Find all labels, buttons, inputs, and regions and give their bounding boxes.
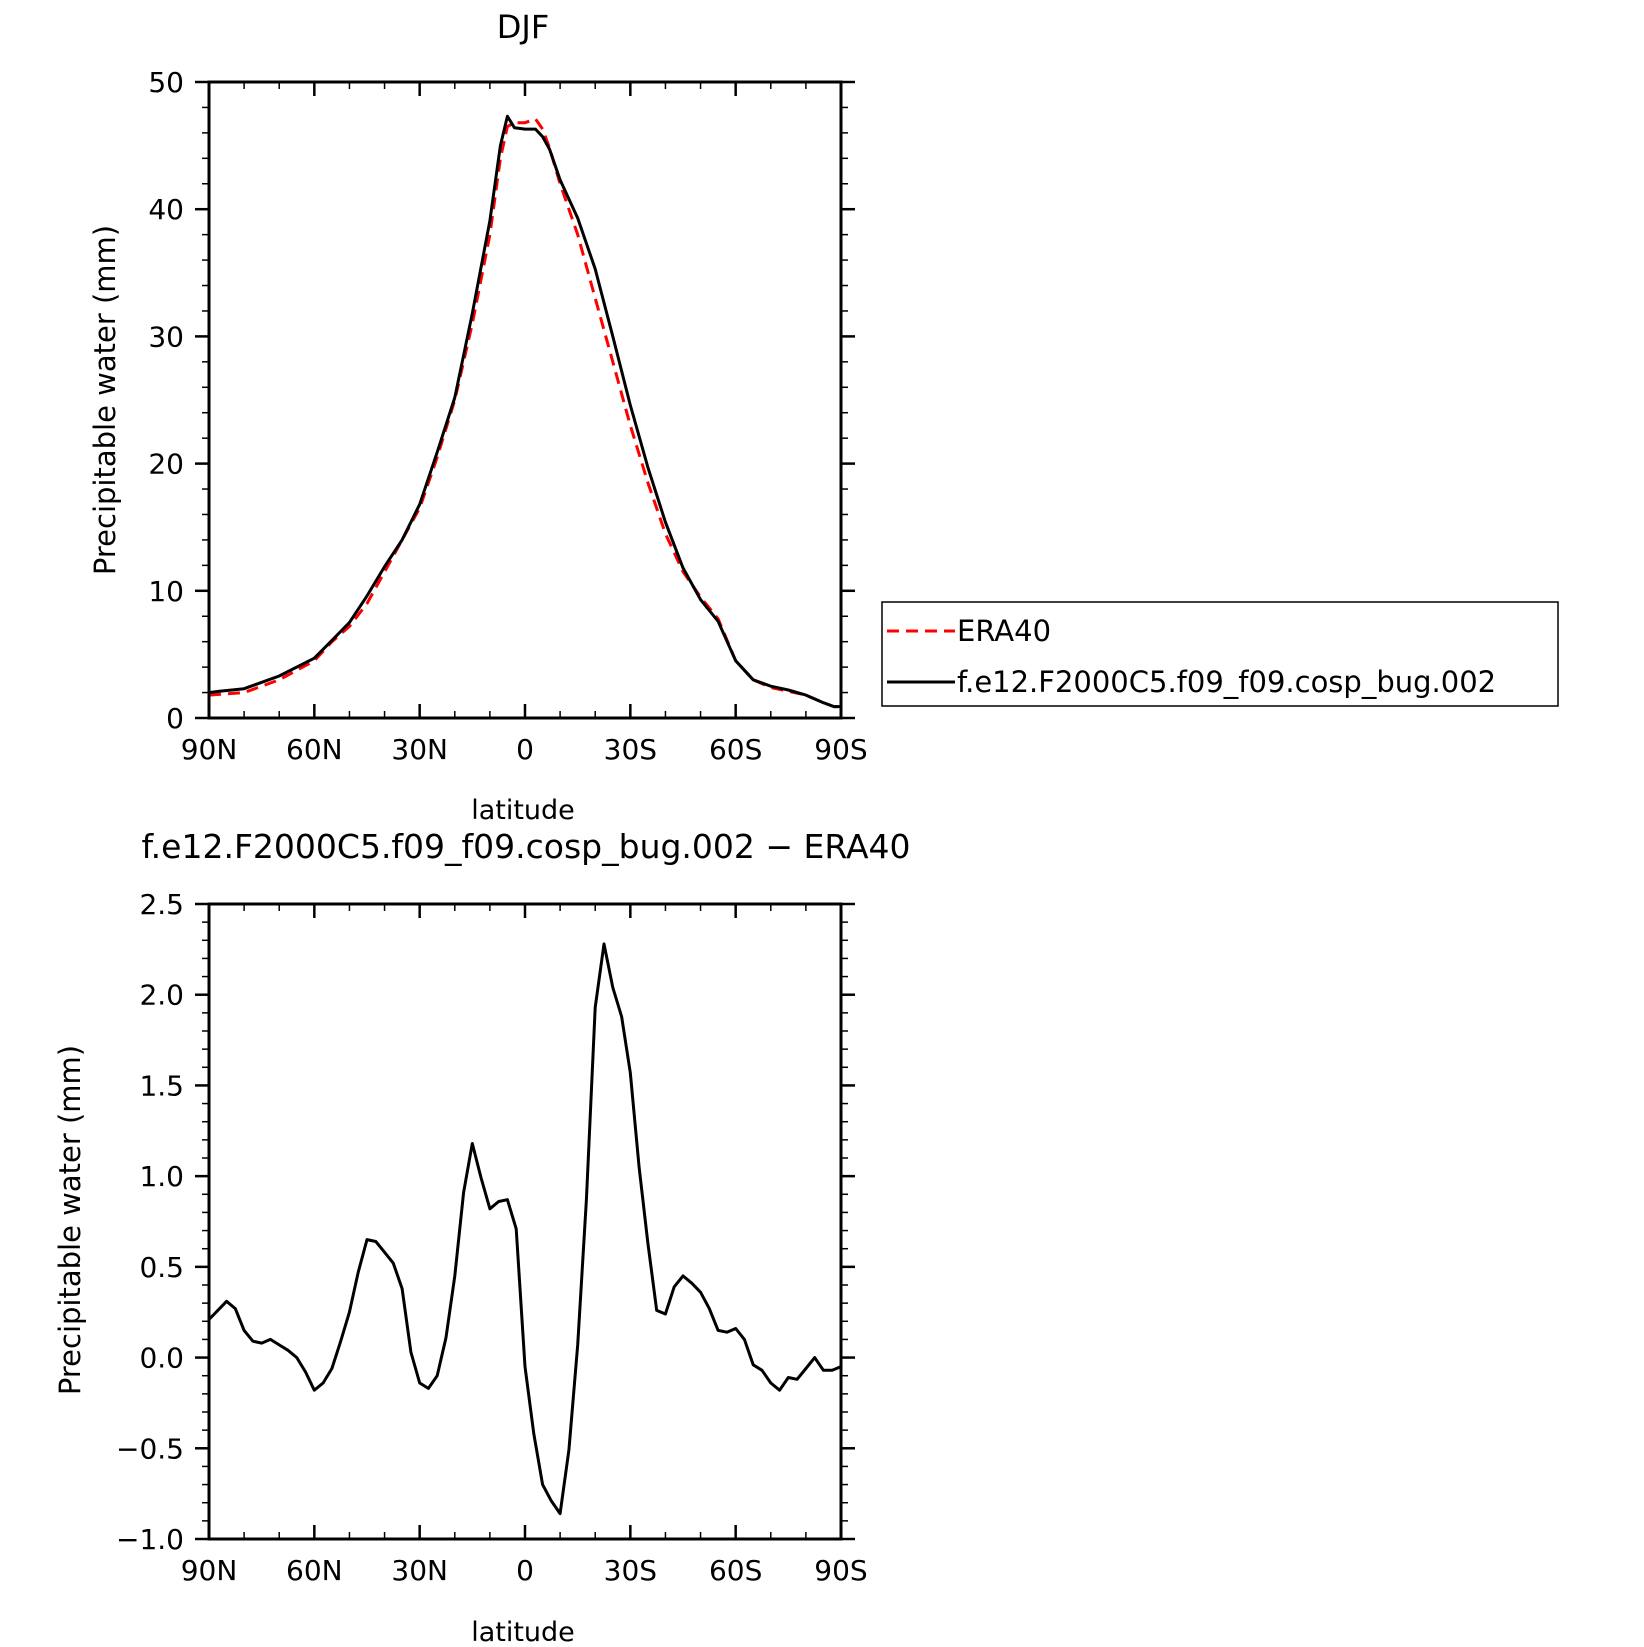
difference-x-tick-label: 30N (391, 1554, 448, 1587)
djf-series-layer (208, 114, 841, 709)
difference-x-tick-label: 60N (286, 1554, 343, 1587)
legend-frame (881, 601, 1559, 707)
djf-model-line (208, 114, 841, 709)
djf-x-tick-label: 60S (709, 733, 762, 766)
difference-x-tick-label: 90N (181, 1554, 238, 1587)
difference-axis-ticks: 90N 60N 30N 0 30S 60S 90S −1.0 −0.5 0.0 0.5 1.0 1.5 2… (116, 888, 868, 1587)
difference-y-tick-label: −0.5 (116, 1432, 184, 1465)
difference-y-tick-label: 2.5 (139, 888, 184, 921)
legend: ERA40 f.e12.F2000C5.f09_f09.cosp_bug.002 (881, 601, 1559, 707)
legend-label-model: f.e12.F2000C5.f09_f09.cosp_bug.002 (957, 665, 1496, 699)
difference-chart: f.e12.F2000C5.f09_f09.cosp_bug.002 − ERA… (53, 827, 911, 1647)
difference-x-tick-label: 90S (814, 1554, 867, 1587)
djf-axis-ticks: 90N 60N 30N 0 30S 60S 90S 0 10 20 30 40 50 (148, 66, 867, 766)
djf-chart-title: DJF (497, 8, 549, 46)
djf-y-tick-label: 40 (148, 193, 184, 226)
difference-y-tick-label: 1.0 (139, 1160, 184, 1193)
djf-x-axis-label: latitude (471, 795, 575, 826)
djf-y-tick-label: 0 (166, 702, 184, 735)
difference-y-axis-label: Precipitable water (mm) (53, 1045, 87, 1395)
djf-y-tick-label: 30 (148, 320, 184, 353)
djf-chart: DJF 90N 60N 30N 0 30S 60S 90S 0 10 20 30 40 50 latit… (88, 8, 1559, 826)
djf-x-tick-label: 30S (604, 733, 657, 766)
djf-y-tick-label: 10 (148, 575, 184, 608)
djf-x-tick-label: 90S (814, 733, 867, 766)
difference-chart-title: f.e12.F2000C5.f09_f09.cosp_bug.002 − ERA… (141, 827, 910, 866)
difference-x-tick-label: 60S (709, 1554, 762, 1587)
difference-x-tick-label: 0 (516, 1554, 534, 1587)
djf-y-axis-label: Precipitable water (mm) (88, 225, 122, 575)
difference-x-tick-label: 30S (604, 1554, 657, 1587)
djf-x-tick-label: 0 (516, 733, 534, 766)
difference-difference-line (207, 942, 842, 1516)
djf-y-tick-label: 20 (148, 448, 184, 481)
legend-label-era40: ERA40 (957, 614, 1051, 648)
difference-y-tick-label: −1.0 (116, 1523, 184, 1556)
djf-x-tick-label: 30N (391, 733, 448, 766)
difference-y-tick-label: 0.5 (139, 1251, 184, 1284)
djf-x-tick-label: 60N (286, 733, 343, 766)
difference-y-tick-label: 2.0 (139, 979, 184, 1012)
djf-y-tick-label: 50 (148, 66, 184, 99)
difference-series-layer (207, 942, 842, 1516)
difference-y-tick-label: 0.0 (139, 1342, 184, 1375)
djf-x-tick-label: 90N (181, 733, 238, 766)
difference-y-tick-label: 1.5 (139, 1069, 184, 1102)
difference-x-axis-label: latitude (471, 1617, 575, 1647)
